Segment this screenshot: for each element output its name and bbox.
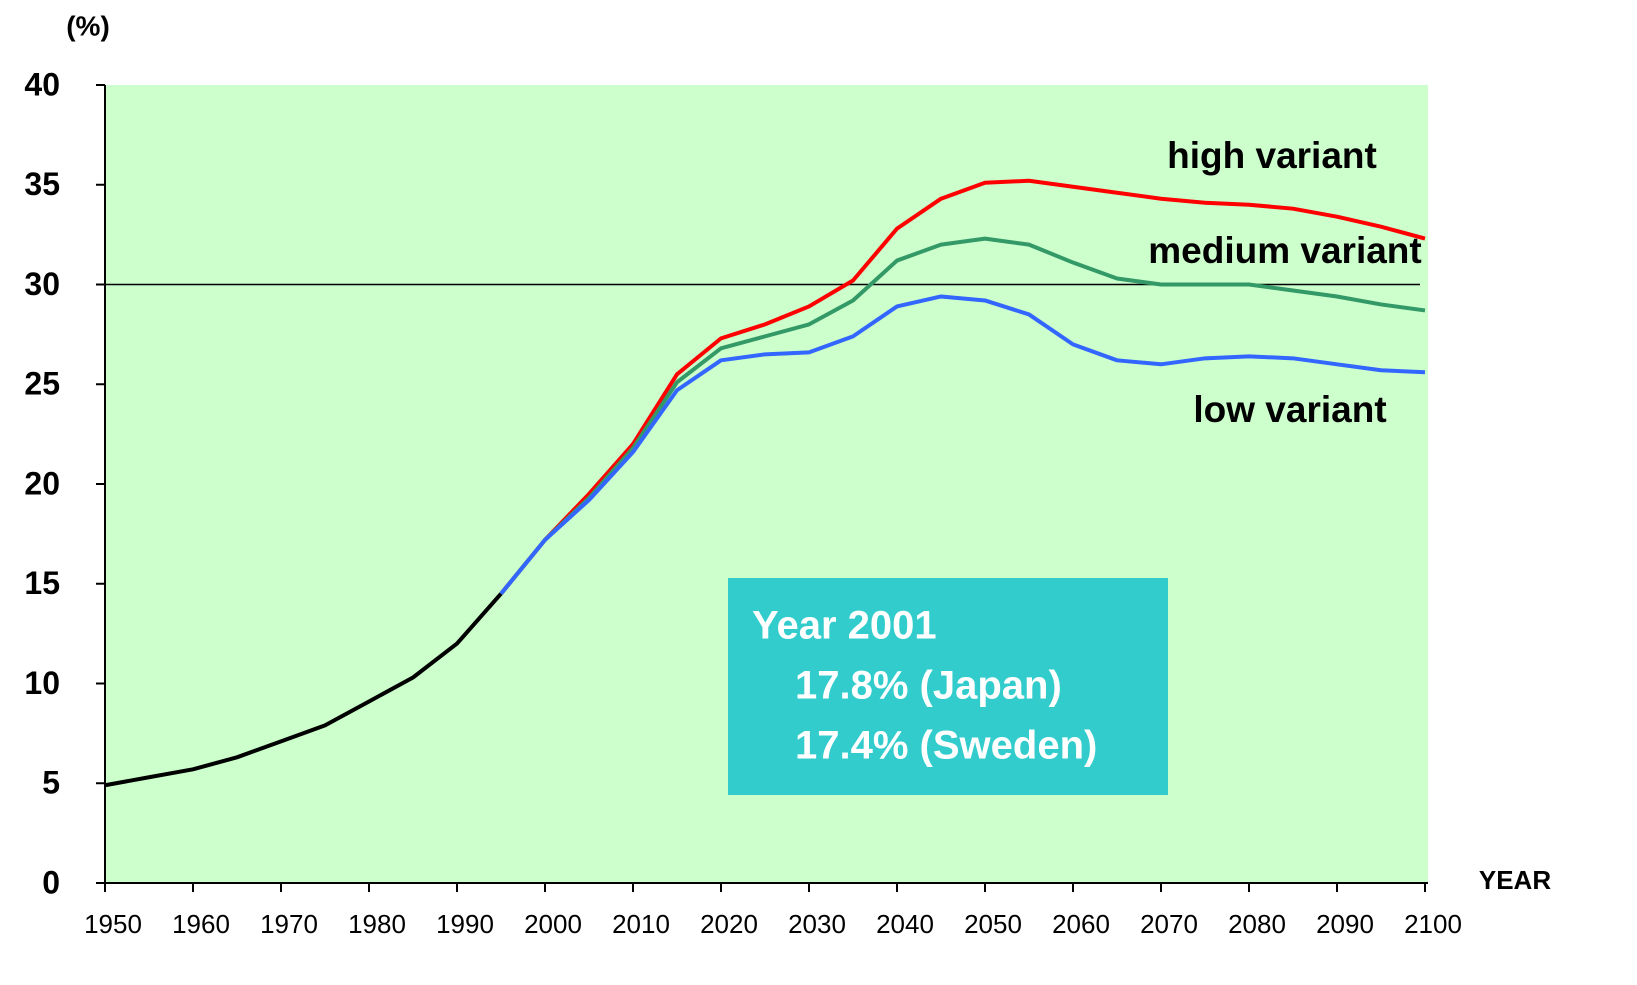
x-tick-label: 1960 [172, 909, 230, 939]
y-tick-label: 40 [24, 66, 60, 102]
series-line [499, 294, 1426, 595]
x-axis-label: YEAR [1479, 865, 1551, 895]
x-tick-label: 2090 [1316, 909, 1374, 939]
series-line [499, 178, 1426, 595]
y-tick-label: 25 [24, 366, 60, 402]
x-tick-label: 1950 [84, 909, 142, 939]
x-tick-label: 2030 [788, 909, 846, 939]
x-tick-label: 2100 [1404, 909, 1462, 939]
series-label: medium variant [1148, 230, 1421, 271]
x-tick-label: 2050 [964, 909, 1022, 939]
y-tick-label: 10 [24, 665, 60, 701]
y-tick-label: 30 [24, 266, 60, 302]
annotation-text: 17.8% (Japan) [795, 664, 1062, 708]
x-tick-label: 1990 [436, 909, 494, 939]
y-tick-label: 5 [42, 765, 60, 801]
x-tick-label: 2040 [876, 909, 934, 939]
y-tick-label: 0 [42, 864, 60, 900]
x-tick-label: 1980 [348, 909, 406, 939]
series-label: low variant [1193, 389, 1386, 430]
x-tick-label: 1970 [260, 909, 318, 939]
y-axis-label: (%) [66, 10, 110, 41]
x-tick-label: 2060 [1052, 909, 1110, 939]
series-label: high variant [1167, 135, 1377, 176]
y-tick-label: 35 [24, 166, 60, 202]
x-tick-label: 2020 [700, 909, 758, 939]
annotation-text: 17.4% (Sweden) [795, 724, 1097, 768]
series-line [499, 236, 1426, 595]
x-tick-label: 2080 [1228, 909, 1286, 939]
series-line [104, 592, 503, 788]
x-tick-label: 2010 [612, 909, 670, 939]
y-tick-label: 15 [24, 565, 60, 601]
annotation-text: Year 2001 [752, 604, 937, 648]
x-tick-label: 2070 [1140, 909, 1198, 939]
annotation-box [728, 578, 1168, 795]
y-tick-label: 20 [24, 465, 60, 501]
x-tick-label: 2000 [524, 909, 582, 939]
